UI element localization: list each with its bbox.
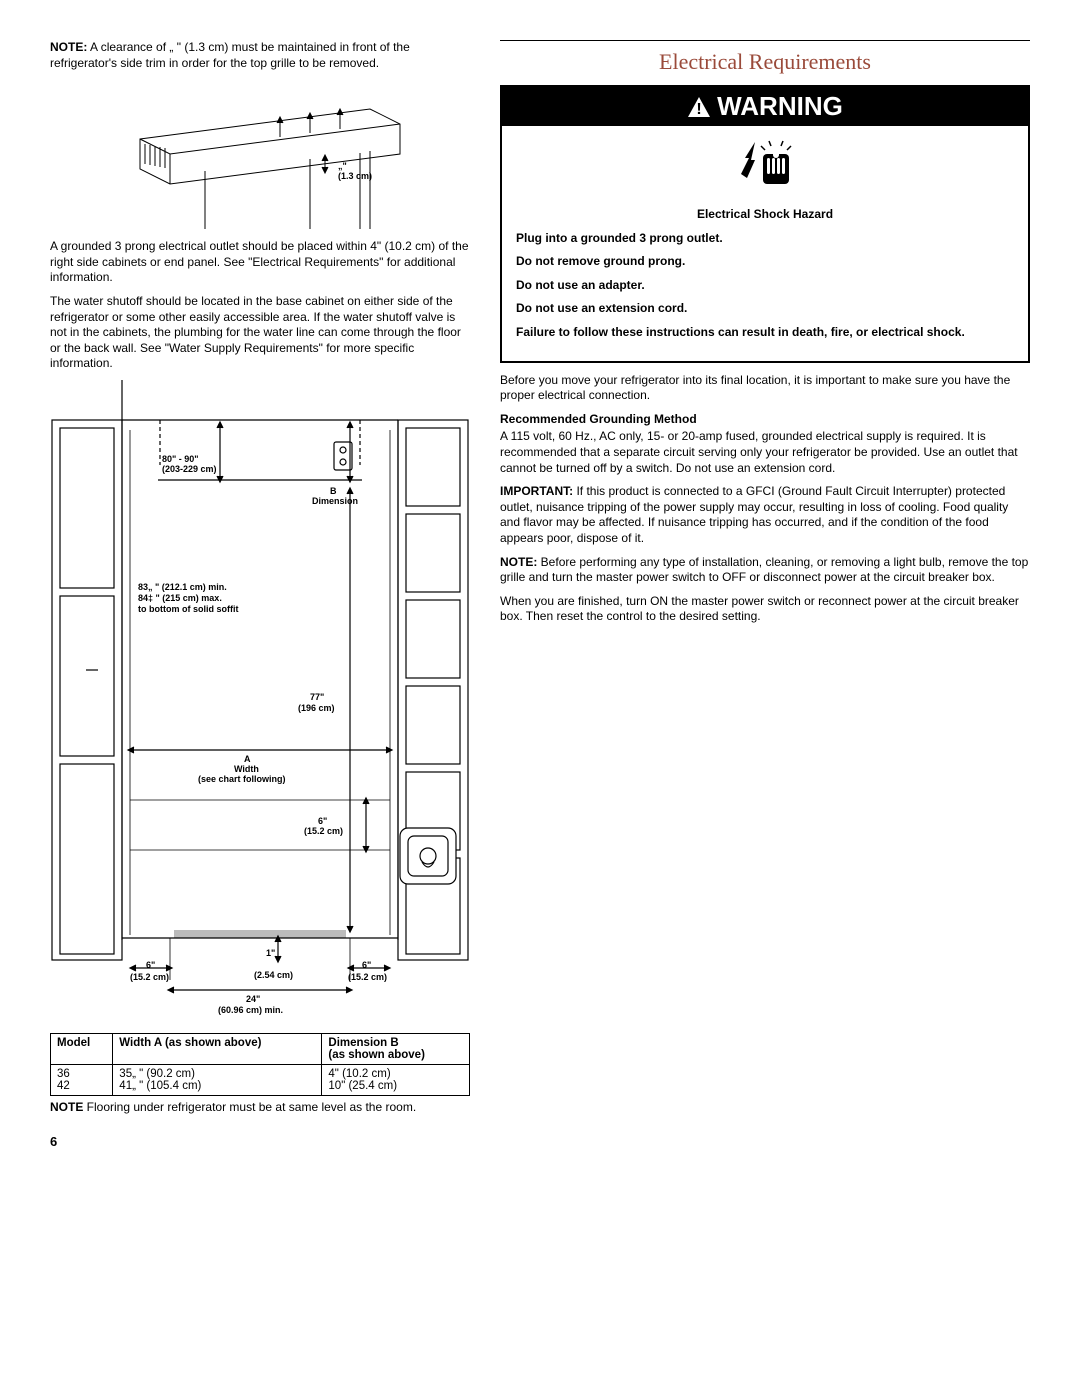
svg-text:Dimension: Dimension [312,496,358,506]
warn-line: Do not use an extension cord. [516,301,1014,317]
warn-line: Do not remove ground prong. [516,254,1014,270]
page-number: 6 [50,1134,470,1149]
svg-text:(60.96 cm) min.: (60.96 cm) min. [218,1005,283,1015]
note-label: NOTE [50,1100,83,1114]
warning-body: Electrical Shock Hazard Plug into a grou… [502,203,1028,361]
th-width-a: Width A (as shown above) [113,1033,322,1064]
note-text: A clearance of „ " (1.3 cm) must be main… [50,40,410,70]
svg-text:6": 6" [318,816,327,826]
td: 3642 [51,1064,113,1095]
svg-text:(1.3 cm): (1.3 cm) [338,171,372,181]
electrical-shock-icon [735,138,795,192]
section-title: Electrical Requirements [500,49,1030,75]
warn-line: Failure to follow these instructions can… [516,325,1014,341]
th-dim-b: Dimension B (as shown above) [322,1033,470,1064]
divider [500,40,1030,41]
dimensions-table: Model Width A (as shown above) Dimension… [50,1033,470,1096]
right-column: Electrical Requirements ! WARNING [500,40,1030,1149]
svg-text:6": 6" [362,960,371,970]
svg-text:77": 77" [310,692,324,702]
svg-text:6": 6" [146,960,155,970]
para-important: IMPORTANT: If this product is connected … [500,484,1030,546]
para-before-move: Before you move your refrigerator into i… [500,373,1030,404]
td: 4" (10.2 cm)10" (25.4 cm) [322,1064,470,1095]
svg-text:A: A [244,754,251,764]
warn-line: Do not use an adapter. [516,278,1014,294]
shock-icon-area [502,126,1028,203]
svg-text:(196 cm): (196 cm) [298,703,335,713]
svg-text:to bottom of solid soffit: to bottom of solid soffit [138,604,238,614]
note-clearance: NOTE: A clearance of „ " (1.3 cm) must b… [50,40,470,71]
diagram-opening: 80" - 90" (203-229 cm) B Dimension 83„ "… [50,380,470,1023]
svg-text:(2.54 cm): (2.54 cm) [254,970,293,980]
note-text: Before performing any type of installati… [500,555,1028,585]
warning-header: ! WARNING [502,87,1028,126]
warning-box: ! WARNING [500,85,1030,363]
para-finished: When you are finished, turn ON the maste… [500,594,1030,625]
svg-text:83„ " (212.1 cm) min.: 83„ " (212.1 cm) min. [138,582,227,592]
svg-text:24": 24" [246,994,260,1004]
note-text: Flooring under refrigerator must be at s… [83,1100,416,1114]
svg-text:!: ! [696,101,701,118]
th-model: Model [51,1033,113,1064]
svg-text:(15.2 cm): (15.2 cm) [304,826,343,836]
para-note: NOTE: Before performing any type of inst… [500,555,1030,586]
svg-text:1": 1" [266,948,275,958]
svg-text:84‡ " (215 cm) max.: 84‡ " (215 cm) max. [138,593,222,603]
warning-triangle-icon: ! [687,96,711,118]
para-grounding: A 115 volt, 60 Hz., AC only, 15- or 20-a… [500,429,1030,476]
important-text: If this product is connected to a GFCI (… [500,484,1008,545]
important-label: IMPORTANT: [500,484,573,498]
svg-text:80" - 90": 80" - 90" [162,454,199,464]
note-label: NOTE: [500,555,537,569]
td: 35„ " (90.2 cm)41„ " (105.4 cm) [113,1064,322,1095]
subhead-grounding: Recommended Grounding Method [500,412,1030,428]
svg-text:„": „" [338,161,347,171]
svg-text:(15.2 cm): (15.2 cm) [130,972,169,982]
para-water: The water shutoff should be located in t… [50,294,470,372]
note-label: NOTE: [50,40,87,54]
svg-text:(15.2 cm): (15.2 cm) [348,972,387,982]
para-outlet: A grounded 3 prong electrical outlet sho… [50,239,470,286]
svg-text:Width: Width [234,764,259,774]
warn-line: Plug into a grounded 3 prong outlet. [516,231,1014,247]
svg-text:(203-229 cm): (203-229 cm) [162,464,217,474]
svg-text:(see chart following): (see chart following) [198,774,286,784]
warning-word: WARNING [717,91,843,122]
left-column: NOTE: A clearance of „ " (1.3 cm) must b… [50,40,470,1149]
hazard-title: Electrical Shock Hazard [516,207,1014,223]
note-flooring: NOTE Flooring under refrigerator must be… [50,1100,470,1116]
diagram-top-clearance: „" (1.3 cm) [50,79,470,229]
svg-text:B: B [330,486,337,496]
